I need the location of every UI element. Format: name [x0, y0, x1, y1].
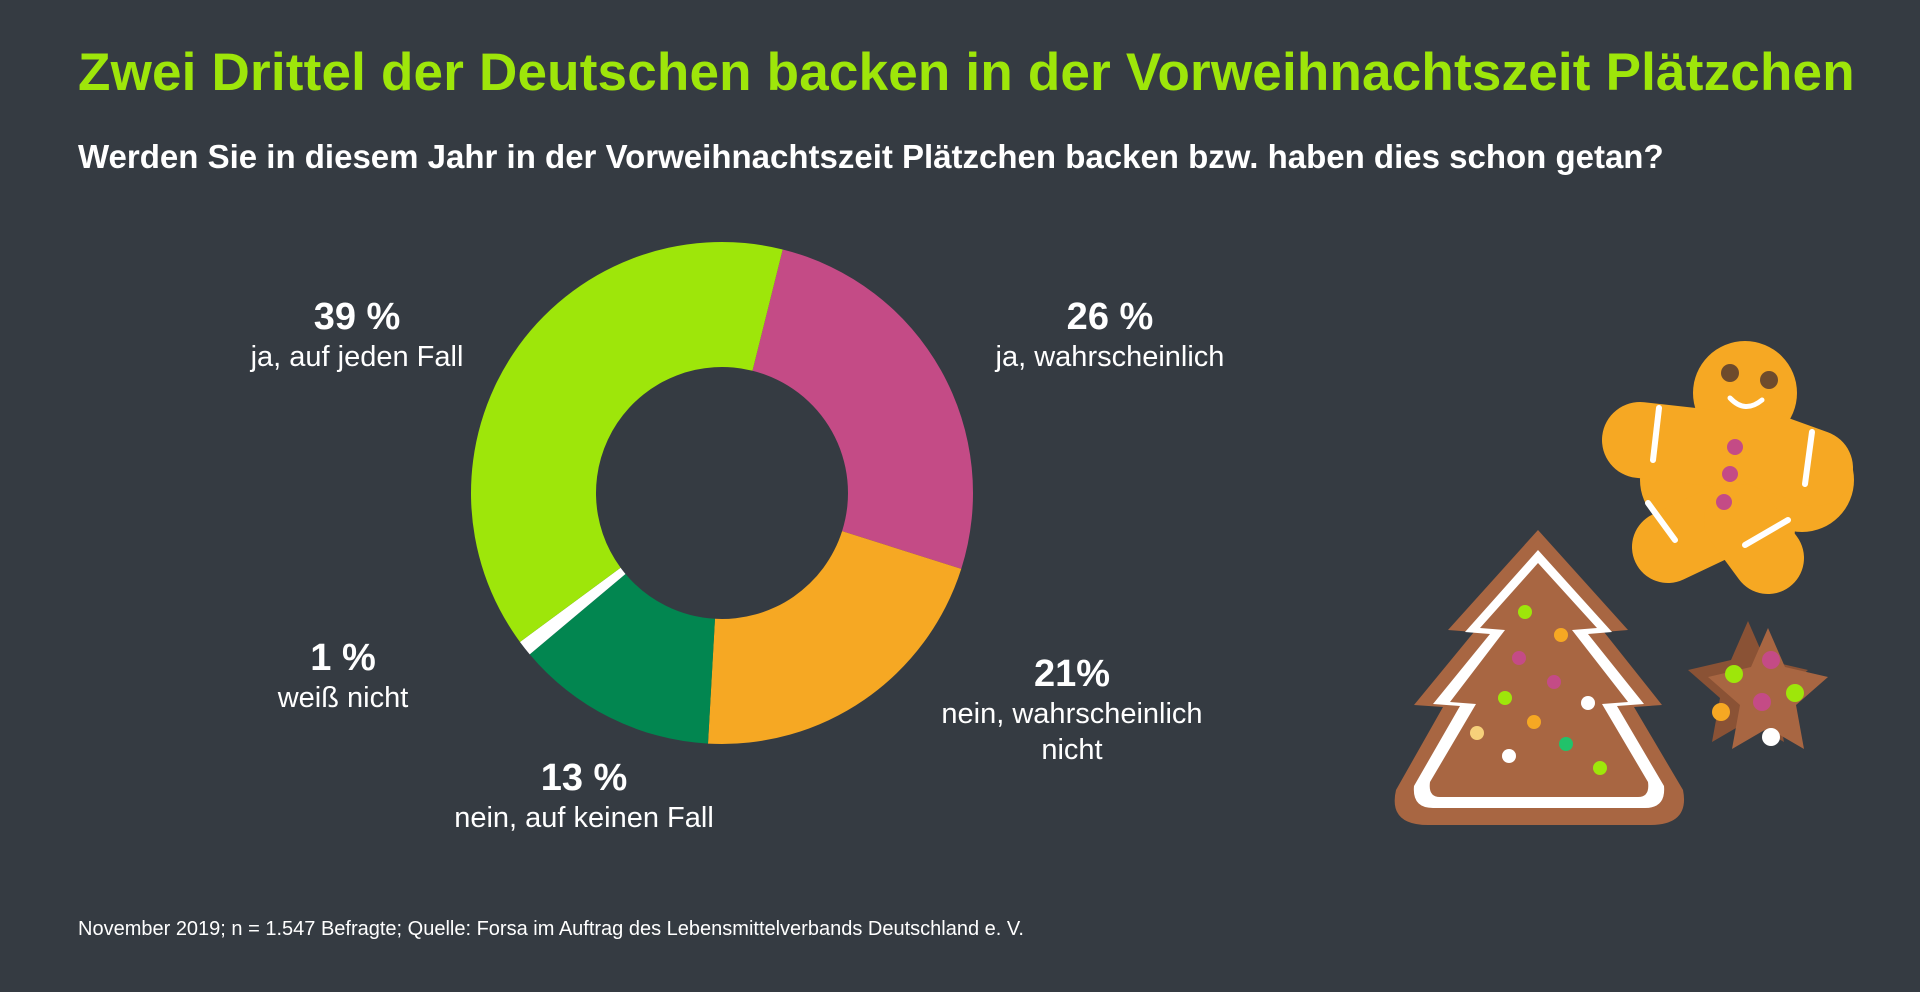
- label-no-probably-text-line2: nicht: [1041, 734, 1103, 767]
- label-no-probably-text-line1: nein, wahrscheinlich: [941, 697, 1203, 730]
- label-yes-probably-pct: 26 %: [1066, 296, 1154, 338]
- donut-slice-ja-auf-jeden-fall: [471, 242, 783, 642]
- label-no-probably: 21% nein, wahrscheinlich nicht: [941, 653, 1203, 768]
- chart-subtitle: Werden Sie in diesem Jahr in der Vorweih…: [78, 138, 1664, 175]
- label-dont-know-pct: 1 %: [310, 637, 376, 679]
- donut-slice-nein-auf-keinen-fall: [529, 573, 715, 744]
- label-no-never: 13 % nein, auf keinen Fall: [454, 757, 714, 836]
- label-no-never-text: nein, auf keinen Fall: [454, 801, 714, 834]
- donut-slice-ja-wahrscheinlich: [752, 249, 973, 569]
- donut-slice-wei-nicht: [519, 567, 626, 655]
- label-dont-know: 1 % weiß nicht: [277, 637, 409, 716]
- label-dont-know-text: weiß nicht: [277, 681, 409, 714]
- star-cookie-icon: [1688, 621, 1828, 749]
- gingerbread-man-icon: [1602, 341, 1854, 594]
- label-yes-definitely: 39 % ja, auf jeden Fall: [250, 296, 464, 375]
- label-yes-probably-text: ja, wahrscheinlich: [995, 340, 1225, 373]
- label-yes-probably: 26 % ja, wahrscheinlich: [995, 296, 1225, 375]
- label-yes-definitely-pct: 39 %: [313, 296, 401, 338]
- chart-title: Zwei Drittel der Deutschen backen in der…: [78, 43, 1855, 102]
- label-no-probably-pct: 21%: [1033, 653, 1111, 695]
- christmas-tree-cookie-icon: [1394, 530, 1685, 825]
- donut-slice-nein-wahrscheinlich-nicht: [707, 531, 962, 744]
- label-yes-definitely-text: ja, auf jeden Fall: [250, 340, 464, 373]
- footnote-source: November 2019; n = 1.547 Befragte; Quell…: [78, 918, 1024, 940]
- label-no-never-pct: 13 %: [540, 757, 628, 799]
